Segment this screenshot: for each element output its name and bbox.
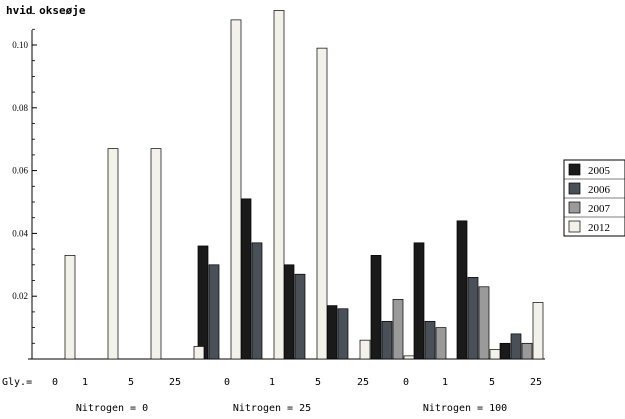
bar-2006-5 [251,242,263,360]
y-tick-label: 0.10 [12,40,28,50]
bar-2005-8 [370,255,382,360]
gly-prefix-label: Gly.= [2,377,32,388]
legend-label: 2007 [588,203,611,215]
x-tick-label: 5 [128,377,134,388]
bar-2012-7 [359,339,371,360]
legend-swatch [568,220,581,233]
x-tick-label: 0 [403,377,409,388]
bar-2005-10 [456,220,468,360]
legend-label: 2005 [588,165,611,177]
bar-2012-3 [193,346,205,360]
x-tick-label: 25 [530,377,542,388]
bar-2012-2 [150,148,162,360]
x-tick-label: 1 [269,377,275,388]
bar-2005-9 [413,242,425,360]
bar-2006-10 [467,277,479,360]
group-label: Nitrogen = 0 [76,403,148,414]
legend: 2005 2006 2007 2012 [563,159,625,237]
y-tick-label: 0.08 [12,103,28,113]
bar-2012-11 [532,302,544,360]
bar-2012-4 [230,19,242,360]
x-tick-label: 0 [52,377,58,388]
group-label: Nitrogen = 100 [423,403,507,414]
bar-2012-10 [489,349,501,360]
x-tick-label: 0 [224,377,230,388]
bar-2012-8 [403,355,415,360]
y-tick-label: 0.02 [12,291,28,301]
bar-2012-1 [107,148,119,360]
x-tick-label: 1 [82,377,88,388]
chart-title: hvid okseøje [6,4,86,17]
bar-2006-6 [294,273,306,360]
legend-swatch [568,163,581,176]
bar-2006-9 [424,320,436,360]
legend-label: 2006 [588,184,611,196]
bar-2005-11 [499,342,511,360]
bar-2006-11 [510,333,522,360]
legend-swatch [568,182,581,195]
x-tick-label: 25 [169,377,181,388]
bar-2012-0 [64,255,76,360]
x-tick-label: 1 [442,377,448,388]
legend-label: 2012 [588,222,610,234]
bar-2012-5 [273,10,285,360]
bar-2005-5 [240,198,252,360]
x-tick-label: 25 [357,377,369,388]
bar-2007-10 [478,286,490,360]
bar-2006-7 [337,308,349,360]
bar-2005-7 [326,305,338,360]
bar-2005-6 [283,264,295,360]
bar-2012-6 [316,47,328,360]
bar-2007-8 [392,298,404,360]
bar-2007-11 [521,342,533,360]
x-tick-label: 5 [315,377,321,388]
y-tick-label: 0.04 [12,228,28,238]
x-tick-label: 5 [489,377,495,388]
bar-2006-4 [208,264,220,360]
legend-swatch [568,201,581,214]
group-label: Nitrogen = 25 [233,403,311,414]
bar-2005-4 [197,245,209,360]
bar-2007-9 [435,327,447,360]
plot-area: 0.02 0.04 0.06 0.08 0.10 Gly.= 0 1 5 25 0 1 5 25 0 1 5 25… [2,10,545,414]
y-tick-label: 0.06 [12,166,28,176]
bar-2006-8 [381,320,393,360]
